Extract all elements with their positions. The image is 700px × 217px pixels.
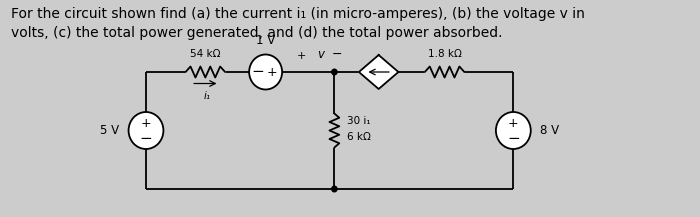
Text: 30 i₁: 30 i₁: [346, 115, 370, 125]
Text: 5 V: 5 V: [100, 124, 119, 137]
Circle shape: [249, 54, 282, 89]
Text: v: v: [317, 48, 324, 61]
Text: −: −: [332, 48, 343, 61]
Text: −: −: [507, 131, 519, 146]
Text: For the circuit shown find (a) the current i₁ (in micro-amperes), (b) the voltag: For the circuit shown find (a) the curre…: [11, 7, 585, 41]
Circle shape: [332, 186, 337, 192]
Text: −: −: [252, 64, 265, 79]
Text: 1 V: 1 V: [256, 35, 275, 48]
Polygon shape: [359, 55, 398, 89]
Circle shape: [496, 112, 531, 149]
Text: −: −: [139, 131, 153, 146]
Text: 6 kΩ: 6 kΩ: [346, 132, 370, 141]
Text: 54 kΩ: 54 kΩ: [190, 49, 220, 59]
Text: +: +: [141, 117, 151, 130]
Text: 1.8 kΩ: 1.8 kΩ: [428, 49, 461, 59]
Text: 8 V: 8 V: [540, 124, 559, 137]
Text: +: +: [508, 117, 519, 130]
Text: +: +: [297, 51, 307, 61]
Circle shape: [129, 112, 163, 149]
Text: +: +: [267, 66, 277, 79]
Text: i₁: i₁: [204, 90, 211, 100]
Circle shape: [332, 69, 337, 75]
